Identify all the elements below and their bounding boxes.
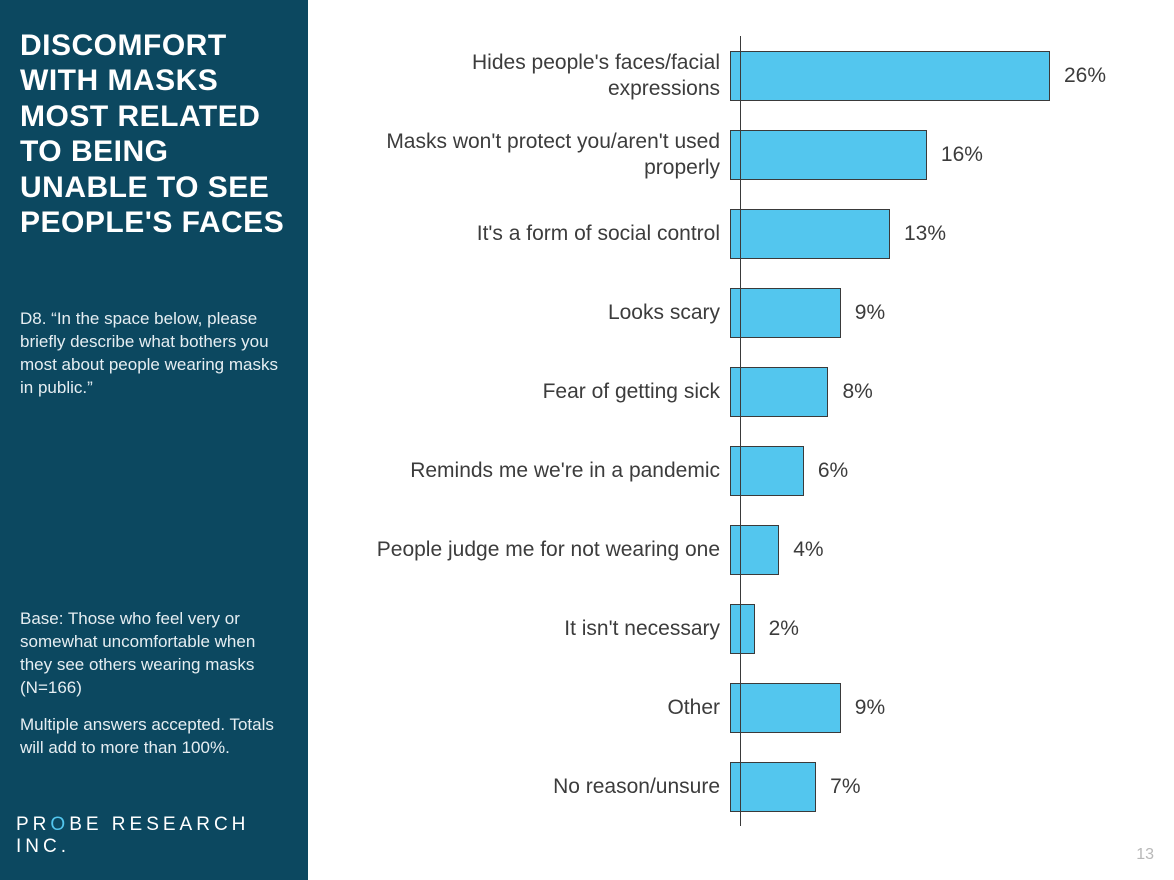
bar-label: People judge me for not wearing one (360, 537, 730, 562)
logo-text-pre: PR (16, 814, 50, 835)
page-number: 13 (1136, 846, 1154, 864)
logo-text-accent: O (50, 814, 69, 835)
question-text: D8. “In the space below, please briefly … (20, 308, 288, 400)
bar-wrap: 6% (730, 431, 1150, 510)
bar (730, 446, 804, 496)
bar-value: 9% (855, 696, 885, 720)
slide-title: DISCOMFORT WITH MASKS MOST RELATED TO BE… (20, 28, 288, 240)
bar-label: It's a form of social control (360, 221, 730, 246)
chart-row: Other 9% (360, 668, 1150, 747)
bar-chart: Hides people's faces/facial expressions 2… (360, 36, 1150, 836)
chart-row: No reason/unsure 7% (360, 747, 1150, 826)
y-axis-line (740, 36, 741, 826)
bar-label: Reminds me we're in a pandemic (360, 458, 730, 483)
bar-value: 4% (793, 538, 823, 562)
bar-value: 16% (941, 143, 983, 167)
bar-value: 8% (842, 380, 872, 404)
bar-wrap: 13% (730, 194, 1150, 273)
bar (730, 604, 755, 654)
bar (730, 683, 841, 733)
bar-wrap: 9% (730, 668, 1150, 747)
bar-wrap: 16% (730, 115, 1150, 194)
chart-row: Looks scary 9% (360, 273, 1150, 352)
bar-wrap: 7% (730, 747, 1150, 826)
slide: DISCOMFORT WITH MASKS MOST RELATED TO BE… (0, 0, 1174, 880)
chart-row: Reminds me we're in a pandemic 6% (360, 431, 1150, 510)
company-logo: PROBE RESEARCH INC. (16, 814, 308, 858)
bar-wrap: 9% (730, 273, 1150, 352)
chart-rows: Hides people's faces/facial expressions 2… (360, 36, 1150, 826)
chart-row: Hides people's faces/facial expressions 2… (360, 36, 1150, 115)
bar-label: Other (360, 695, 730, 720)
base-line-1: Base: Those who feel very or somewhat un… (20, 608, 288, 700)
bar-label: Looks scary (360, 300, 730, 325)
chart-row: Masks won't protect you/aren't used prop… (360, 115, 1150, 194)
bar (730, 51, 1050, 101)
bar (730, 209, 890, 259)
bar-wrap: 2% (730, 589, 1150, 668)
bar-value: 13% (904, 222, 946, 246)
bar-wrap: 4% (730, 510, 1150, 589)
bar-label: Hides people's faces/facial expressions (360, 50, 730, 100)
bar (730, 762, 816, 812)
bar-value: 7% (830, 775, 860, 799)
sidebar: DISCOMFORT WITH MASKS MOST RELATED TO BE… (0, 0, 308, 880)
bar-wrap: 26% (730, 36, 1150, 115)
bar-label: Fear of getting sick (360, 379, 730, 404)
bar (730, 367, 828, 417)
bar-label: It isn't necessary (360, 616, 730, 641)
chart-row: It isn't necessary 2% (360, 589, 1150, 668)
bar-value: 26% (1064, 64, 1106, 88)
bar-value: 2% (769, 617, 799, 641)
bar (730, 288, 841, 338)
chart-row: Fear of getting sick 8% (360, 352, 1150, 431)
bar-value: 9% (855, 301, 885, 325)
bar (730, 525, 779, 575)
bar-label: No reason/unsure (360, 774, 730, 799)
bar (730, 130, 927, 180)
chart-row: It's a form of social control 13% (360, 194, 1150, 273)
base-text: Base: Those who feel very or somewhat un… (20, 608, 288, 760)
chart-row: People judge me for not wearing one 4% (360, 510, 1150, 589)
bar-label: Masks won't protect you/aren't used prop… (360, 129, 730, 179)
bar-value: 6% (818, 459, 848, 483)
base-line-2: Multiple answers accepted. Totals will a… (20, 714, 288, 760)
bar-wrap: 8% (730, 352, 1150, 431)
